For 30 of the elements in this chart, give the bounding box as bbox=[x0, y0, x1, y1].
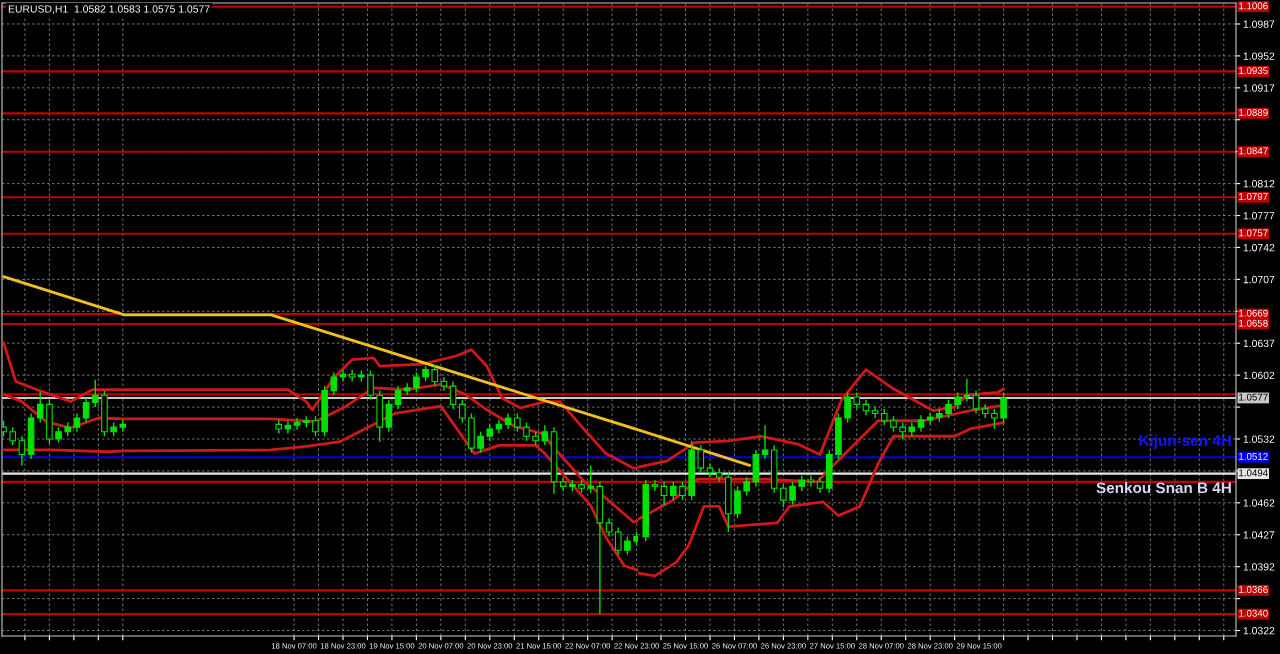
ref-line-label: 1.0577 bbox=[1239, 393, 1268, 401]
ref-line-label: 1.0847 bbox=[1239, 147, 1268, 155]
annotation: Senkou Snan B 4H bbox=[1096, 481, 1231, 494]
ref-line-label: 1.0797 bbox=[1239, 193, 1268, 200]
ref-line-label: 1.0658 bbox=[1239, 319, 1268, 327]
chart-title: EURUSD,H1 1.0582 1.0583 1.0575 1.0577 bbox=[8, 5, 210, 14]
y-tick-label: 1.0952 bbox=[1243, 52, 1275, 60]
y-tick-label: 1.0917 bbox=[1243, 84, 1275, 92]
ref-line-label: 1.1006 bbox=[1239, 2, 1268, 10]
y-tick-label: 1.0637 bbox=[1243, 339, 1275, 348]
y-tick-label: 1.0392 bbox=[1243, 563, 1275, 571]
y-tick-label: 1.0707 bbox=[1243, 275, 1275, 284]
ref-line-label: 1.0366 bbox=[1239, 586, 1268, 593]
y-tick-label: 1.0427 bbox=[1243, 531, 1275, 539]
y-tick-label: 1.0987 bbox=[1243, 20, 1275, 28]
y-tick-label: 1.0462 bbox=[1243, 499, 1275, 507]
ref-line-label: 1.0494 bbox=[1239, 469, 1268, 477]
ref-line-label: 1.0757 bbox=[1239, 229, 1268, 237]
ref-line-label: 1.0889 bbox=[1239, 109, 1268, 116]
ref-line-label: 1.0340 bbox=[1239, 609, 1268, 617]
annotation: Kijun-sen 4H bbox=[1139, 434, 1231, 449]
ref-line-label: 1.0512 bbox=[1239, 452, 1268, 460]
y-tick-label: 1.0532 bbox=[1243, 435, 1275, 443]
y-tick-label: 1.0742 bbox=[1243, 243, 1275, 252]
y-tick-label: 1.0812 bbox=[1243, 180, 1275, 188]
ref-line-label: 1.0669 bbox=[1239, 309, 1268, 317]
ref-line-label: 1.0935 bbox=[1239, 67, 1268, 75]
y-tick-label: 1.0777 bbox=[1243, 212, 1275, 220]
y-tick-label: 1.0602 bbox=[1243, 371, 1275, 380]
y-tick-label: 1.0322 bbox=[1243, 627, 1275, 635]
